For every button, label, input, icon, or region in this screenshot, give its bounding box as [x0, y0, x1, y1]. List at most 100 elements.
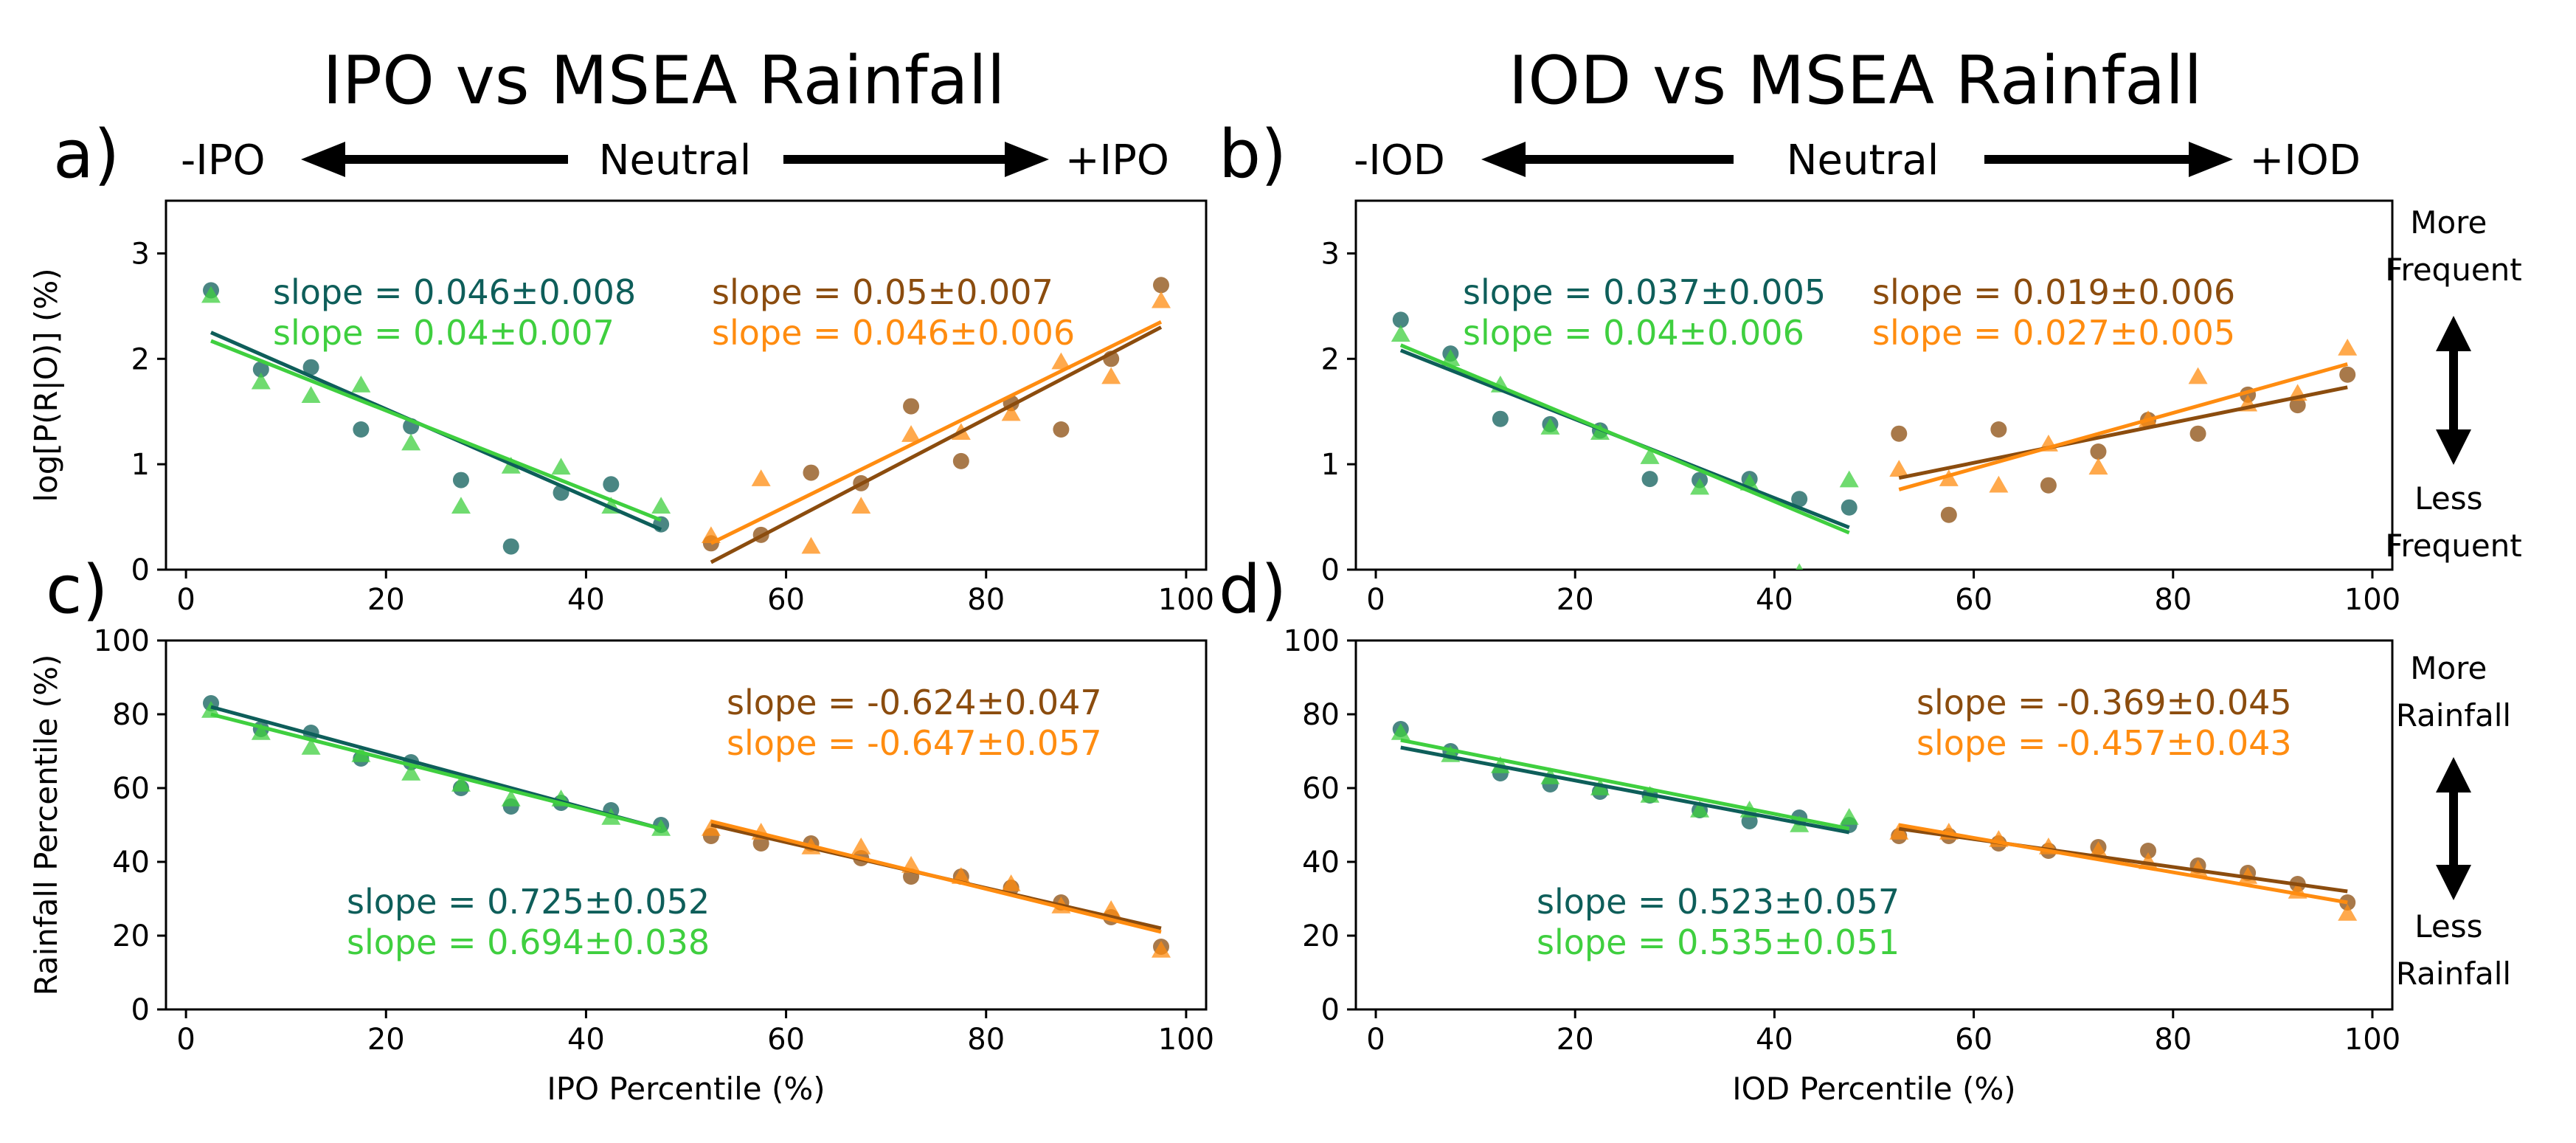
data-point-circle: [603, 476, 620, 493]
data-point-circle: [2339, 366, 2356, 383]
data-point-circle: [952, 452, 969, 469]
data-point-circle: [1641, 471, 1658, 488]
data-point-circle: [2189, 425, 2206, 442]
fit-line: [710, 325, 1163, 564]
data-point-triangle: [1640, 447, 1660, 464]
x-tick-label: 0: [176, 583, 195, 617]
slope-annotation: slope = 0.037±0.005: [1463, 272, 1826, 312]
data-point-circle: [1990, 421, 2007, 438]
x-tick-label: 40: [1756, 583, 1793, 617]
x-tick-label: 60: [767, 1023, 805, 1057]
data-point-circle: [353, 421, 370, 438]
data-point-circle: [2140, 843, 2157, 859]
side-label-line: More: [2410, 204, 2487, 241]
fit-line: [1400, 738, 1850, 831]
data-point-circle: [2289, 397, 2306, 414]
y-tick-label: 40: [112, 846, 150, 880]
arrow-left-icon: [301, 142, 568, 177]
y-tick-label: 20: [112, 919, 150, 953]
x-tick-label: 60: [767, 583, 805, 617]
y-tick-label: 2: [1321, 342, 1340, 376]
data-point-triangle: [1101, 367, 1121, 384]
x-tick-label: 40: [567, 583, 605, 617]
panel-label-c: c): [46, 551, 108, 629]
y-tick-label: 20: [1302, 919, 1340, 953]
slope-annotation: slope = 0.523±0.057: [1537, 882, 1900, 922]
data-point-circle: [803, 464, 820, 481]
side-label-more-frequent: More Frequent: [2385, 204, 2522, 288]
slope-annotation: slope = -0.624±0.047: [727, 683, 1102, 722]
data-point-circle: [1053, 421, 1070, 438]
header-iod-negative: -IOD: [1354, 137, 1445, 184]
panel-label-b: b): [1219, 116, 1287, 193]
y-tick-label: 3: [131, 237, 150, 271]
slope-annotation: slope = 0.694±0.038: [347, 922, 710, 962]
title-iod: IOD vs MSEA Rainfall: [1509, 42, 2202, 120]
slope-annotation: slope = 0.046±0.006: [712, 313, 1075, 353]
data-point-triangle: [1889, 460, 1909, 477]
data-point-triangle: [1151, 941, 1171, 958]
y-tick-label: 80: [112, 698, 150, 732]
data-point-circle: [2040, 477, 2057, 494]
slope-annotation: slope = 0.027±0.005: [1872, 313, 2235, 353]
arrow-left-icon: [1481, 142, 1734, 177]
data-point-triangle: [801, 536, 821, 554]
x-axis-label: IOD Percentile (%): [1732, 1071, 2015, 1107]
data-point-circle: [2090, 443, 2107, 460]
plot-frame: [165, 639, 1208, 1011]
side-label-line: Frequent: [2385, 252, 2522, 288]
slope-annotation: slope = -0.369±0.045: [1917, 683, 2292, 722]
data-point-triangle: [2188, 367, 2208, 384]
data-point-triangle: [651, 497, 671, 514]
double-arrow-icon: [2436, 757, 2471, 900]
data-point-triangle: [701, 819, 721, 836]
data-point-triangle: [1391, 723, 1410, 740]
data-point-triangle: [1796, 563, 1804, 570]
y-tick-label: 100: [1284, 624, 1340, 658]
x-tick-label: 80: [967, 583, 1005, 617]
data-point-triangle: [401, 764, 421, 781]
x-tick-label: 100: [1158, 1023, 1214, 1057]
data-point-circle: [302, 359, 319, 376]
fit-line: [210, 712, 662, 831]
panel-label-d: d): [1219, 551, 1287, 629]
data-point-circle: [1152, 277, 1169, 294]
data-point-triangle: [851, 838, 871, 854]
data-point-triangle: [351, 376, 371, 393]
y-tick-label: 60: [1302, 772, 1340, 806]
y-tick-label: 0: [1321, 993, 1340, 1027]
data-point-triangle: [2338, 339, 2358, 356]
slope-annotation: slope = 0.019±0.006: [1872, 272, 2235, 312]
plot-data: [1391, 721, 2358, 921]
data-point-triangle: [751, 469, 771, 486]
panel-label-a: a): [53, 116, 120, 193]
data-point-triangle: [301, 738, 321, 755]
x-tick-label: 0: [1366, 1023, 1385, 1057]
x-axis-label: IPO Percentile (%): [547, 1071, 825, 1107]
slope-annotation: slope = 0.04±0.007: [273, 313, 614, 353]
side-label-line: Rainfall: [2396, 697, 2511, 733]
data-point-circle: [1392, 311, 1409, 328]
data-point-circle: [1891, 425, 1908, 442]
data-point-triangle: [1051, 352, 1071, 370]
y-axis-label: log[P(R|O)] (%): [28, 268, 64, 502]
x-tick-label: 60: [1955, 1023, 1992, 1057]
chart-panel-d: 0 20 40 60 80 100 0 20 40 60 80 100 IOD Percentile (…: [1284, 624, 2401, 1107]
data-point-triangle: [1151, 291, 1171, 308]
plot-frame: [165, 199, 1208, 571]
x-tick-label: 100: [1158, 583, 1214, 617]
data-point-triangle: [1001, 874, 1021, 891]
slope-annotation: slope = -0.457±0.043: [1917, 723, 2292, 763]
header-ipo-neutral: Neutral: [599, 137, 752, 184]
y-tick-label: 80: [1302, 698, 1340, 732]
fit-line: [1898, 823, 2348, 905]
data-point-triangle: [851, 497, 871, 514]
y-tick-label: 60: [112, 772, 150, 806]
data-point-triangle: [451, 497, 471, 514]
x-tick-label: 0: [176, 1023, 195, 1057]
side-label-more-rainfall: More Rainfall: [2396, 650, 2511, 733]
plot-frame: [1354, 199, 2394, 571]
data-point-triangle: [1989, 475, 2009, 493]
data-point-circle: [903, 398, 920, 415]
y-tick-label: 1: [1321, 448, 1340, 482]
